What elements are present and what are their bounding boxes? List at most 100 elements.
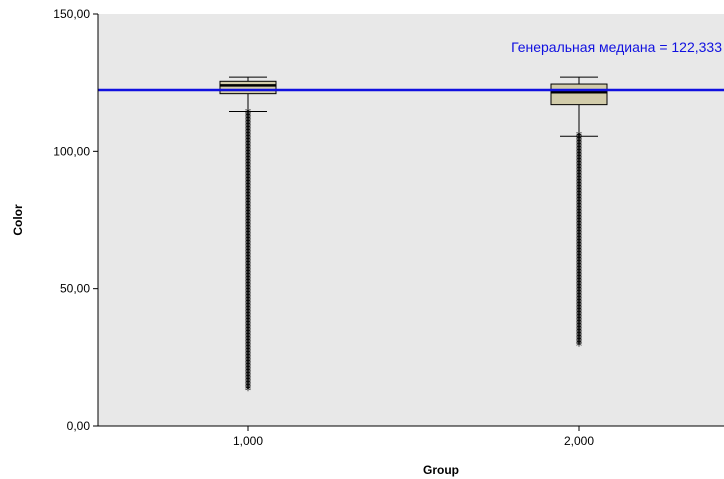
outlier-marker: * [245, 296, 251, 310]
outlier-marker: * [576, 251, 582, 265]
outlier-marker: * [576, 216, 582, 230]
outlier-marker: * [245, 163, 251, 177]
outlier-marker: * [245, 224, 251, 238]
outlier-marker: * [576, 221, 582, 235]
outlier-marker: * [576, 299, 582, 313]
outlier-marker: * [576, 222, 582, 236]
iqr-box [219, 80, 277, 95]
outlier-marker: * [245, 238, 251, 252]
outlier-marker: * [576, 324, 582, 338]
outlier-marker: * [576, 273, 582, 287]
outlier-marker: * [576, 287, 582, 301]
outlier-marker: * [245, 206, 251, 220]
outlier-marker: * [576, 285, 582, 299]
outlier-marker: * [576, 275, 582, 289]
outlier-marker: * [245, 167, 251, 181]
outlier-marker: * [245, 326, 251, 340]
outlier-marker: * [245, 155, 251, 169]
outlier-marker: * [576, 228, 582, 242]
outlier-marker: * [245, 214, 251, 228]
outlier-marker: * [576, 263, 582, 277]
outlier-marker: * [245, 337, 251, 351]
outlier-marker: * [576, 224, 582, 238]
outlier-marker: * [576, 290, 582, 304]
outlier-marker: * [245, 250, 251, 264]
outlier-marker: * [576, 195, 582, 209]
outlier-marker: * [245, 229, 251, 243]
outlier-marker: * [245, 200, 251, 214]
outlier-marker: * [576, 189, 582, 203]
outlier-marker: * [576, 266, 582, 280]
outlier-marker: * [245, 313, 251, 327]
outlier-marker: * [245, 298, 251, 312]
outlier-marker: * [245, 379, 251, 393]
outlier-marker: * [576, 191, 582, 205]
outlier-marker: * [576, 302, 582, 316]
outlier-marker: * [245, 310, 251, 324]
outlier-marker: * [245, 151, 251, 165]
outlier-marker: * [576, 158, 582, 172]
outlier-marker: * [576, 339, 582, 353]
outlier-marker: * [245, 122, 251, 136]
outlier-marker: * [576, 131, 582, 145]
outlier-marker: * [576, 333, 582, 347]
outlier-marker: * [245, 244, 251, 258]
outlier-marker: * [245, 118, 251, 132]
box-group-1: ****************************************… [219, 76, 277, 397]
outlier-marker: * [245, 205, 251, 219]
outlier-marker: * [576, 168, 582, 182]
outlier-marker: * [576, 318, 582, 332]
outlier-marker: * [245, 344, 251, 358]
outlier-marker: * [245, 254, 251, 268]
outlier-marker: * [245, 125, 251, 139]
outlier-marker: * [245, 197, 251, 211]
outlier-marker: * [576, 204, 582, 218]
outlier-marker: * [245, 308, 251, 322]
outlier-marker: * [576, 315, 582, 329]
outlier-marker: * [245, 362, 251, 376]
outlier-marker: * [245, 283, 251, 297]
outlier-marker: * [245, 149, 251, 163]
outlier-marker: * [245, 373, 251, 387]
outlier-marker: * [576, 162, 582, 176]
outlier-marker: * [576, 165, 582, 179]
outlier-marker: * [576, 248, 582, 262]
outlier-marker: * [245, 382, 251, 396]
outlier-marker: * [245, 277, 251, 291]
outlier-marker: * [245, 230, 251, 244]
outlier-marker: * [576, 194, 582, 208]
outlier-marker: * [576, 188, 582, 202]
outlier-marker: * [245, 154, 251, 168]
outlier-marker: * [245, 136, 251, 150]
outlier-marker: * [576, 332, 582, 346]
outlier-marker: * [245, 263, 251, 277]
outlier-marker: * [245, 172, 251, 186]
outlier-marker: * [245, 338, 251, 352]
outlier-marker: * [245, 274, 251, 288]
outlier-marker: * [245, 148, 251, 162]
outlier-marker: * [576, 291, 582, 305]
outlier-marker: * [245, 299, 251, 313]
outlier-marker: * [245, 317, 251, 331]
outlier-marker: * [245, 325, 251, 339]
outlier-marker: * [245, 370, 251, 384]
outlier-marker: * [245, 190, 251, 204]
outlier-marker: * [245, 166, 251, 180]
outlier-marker: * [245, 202, 251, 216]
outlier-marker: * [245, 269, 251, 283]
outlier-marker: * [245, 109, 251, 123]
outlier-marker: * [576, 176, 582, 190]
outlier-marker: * [245, 208, 251, 222]
outlier-marker: * [576, 312, 582, 326]
outlier-marker: * [576, 321, 582, 335]
outlier-marker: * [576, 218, 582, 232]
outlier-marker: * [245, 121, 251, 135]
outlier-marker: * [576, 239, 582, 253]
outlier-marker: * [576, 281, 582, 295]
outlier-marker: * [576, 231, 582, 245]
outlier-marker: * [576, 297, 582, 311]
outlier-marker: * [245, 211, 251, 225]
outlier-marker: * [245, 260, 251, 274]
outlier-marker: * [245, 176, 251, 190]
